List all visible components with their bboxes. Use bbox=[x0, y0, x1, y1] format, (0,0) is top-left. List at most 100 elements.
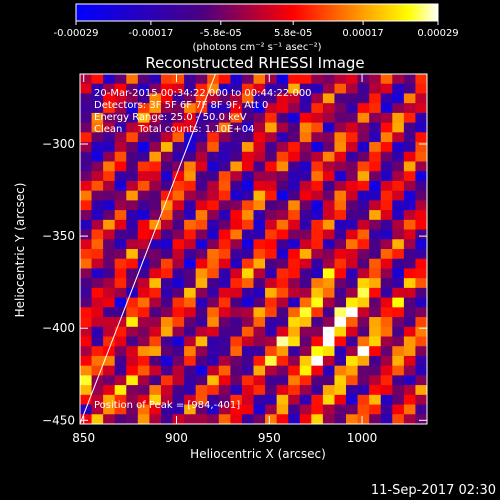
heatmap-cell bbox=[415, 122, 427, 133]
heatmap-cell bbox=[172, 103, 185, 114]
heatmap-cell bbox=[184, 249, 197, 260]
heatmap-cell bbox=[346, 258, 359, 270]
colorbar-tick-label: 0.00017 bbox=[342, 28, 383, 39]
heatmap-cell bbox=[230, 239, 243, 250]
heatmap-cell bbox=[299, 258, 312, 270]
heatmap-cell bbox=[403, 132, 417, 143]
heatmap-cell bbox=[403, 103, 417, 114]
heatmap-cell bbox=[207, 171, 220, 182]
heatmap-cell bbox=[91, 404, 104, 415]
heatmap-cell bbox=[369, 74, 382, 85]
heatmap-cell bbox=[311, 171, 324, 182]
heatmap-cell bbox=[288, 385, 301, 396]
heatmap-cell bbox=[218, 394, 231, 406]
heatmap-cell bbox=[230, 258, 243, 270]
heatmap-cell bbox=[149, 414, 162, 424]
heatmap-cell bbox=[311, 297, 324, 308]
heatmap-cell bbox=[288, 326, 301, 338]
heatmap-cell bbox=[160, 375, 174, 386]
heatmap-cell bbox=[114, 200, 127, 211]
heatmap-cell bbox=[103, 258, 116, 270]
heatmap-cell bbox=[299, 112, 312, 124]
heatmap-cell bbox=[392, 239, 405, 250]
heatmap-cell bbox=[103, 297, 116, 308]
heatmap-cell bbox=[415, 307, 427, 318]
heatmap-cell bbox=[276, 346, 289, 357]
heatmap-cell bbox=[230, 103, 243, 114]
heatmap-cell bbox=[218, 268, 231, 279]
heatmap-cell bbox=[265, 394, 278, 406]
heatmap-cell bbox=[403, 404, 417, 415]
heatmap-cell bbox=[137, 219, 150, 231]
heatmap-cell bbox=[160, 103, 174, 114]
heatmap-cell bbox=[403, 200, 417, 211]
heatmap-cell bbox=[241, 229, 255, 240]
heatmap-cell bbox=[415, 297, 427, 308]
heatmap-cell bbox=[322, 278, 336, 289]
heatmap-cell bbox=[369, 355, 382, 367]
heatmap-cell bbox=[288, 103, 301, 114]
heatmap-cell bbox=[311, 132, 324, 143]
heatmap-cell bbox=[369, 161, 382, 172]
heatmap-cell bbox=[299, 278, 312, 289]
heatmap-cell bbox=[357, 219, 370, 231]
heatmap-cell bbox=[265, 258, 278, 270]
heatmap-cell bbox=[114, 229, 127, 240]
heatmap-cell bbox=[103, 93, 116, 104]
heatmap-cell bbox=[265, 297, 278, 308]
heatmap-cell bbox=[346, 404, 359, 415]
heatmap-cell bbox=[91, 132, 104, 143]
heatmap-cell bbox=[311, 326, 324, 338]
heatmap-cell bbox=[334, 326, 347, 338]
heatmap-cell bbox=[160, 317, 174, 328]
heatmap-cell bbox=[241, 375, 255, 386]
heatmap-cell bbox=[380, 83, 393, 95]
heatmap-cell bbox=[334, 287, 347, 299]
heatmap-cell bbox=[392, 83, 405, 95]
heatmap-cell bbox=[265, 239, 278, 250]
heatmap-cell bbox=[195, 112, 208, 124]
heatmap-cell bbox=[265, 103, 278, 114]
heatmap-cell bbox=[114, 326, 127, 338]
heatmap-cell bbox=[369, 404, 382, 415]
heatmap-cell bbox=[103, 161, 116, 172]
heatmap-cell bbox=[415, 142, 427, 153]
heatmap-cell bbox=[346, 151, 359, 163]
heatmap-cell bbox=[114, 375, 127, 386]
heatmap-cell bbox=[126, 132, 139, 143]
heatmap-cell bbox=[172, 132, 185, 143]
heatmap-cell bbox=[80, 112, 93, 124]
heatmap-cell bbox=[80, 375, 93, 386]
heatmap-cell bbox=[241, 258, 255, 270]
heatmap-cell bbox=[184, 375, 197, 386]
heatmap-cell bbox=[415, 93, 427, 104]
heatmap-cell bbox=[126, 210, 139, 221]
heatmap-cell bbox=[276, 394, 289, 406]
heatmap-cell bbox=[126, 190, 139, 201]
heatmap-cell bbox=[392, 151, 405, 163]
heatmap-cell bbox=[346, 161, 359, 172]
heatmap-cell bbox=[265, 200, 278, 211]
heatmap-cell bbox=[357, 239, 370, 250]
heatmap-cell bbox=[195, 258, 208, 270]
heatmap-cell bbox=[137, 161, 150, 172]
heatmap-cell bbox=[149, 180, 162, 192]
heatmap-cell bbox=[207, 83, 220, 95]
heatmap-cell bbox=[346, 249, 359, 260]
heatmap-cell bbox=[230, 190, 243, 201]
heatmap-cell bbox=[149, 210, 162, 221]
heatmap-cell bbox=[311, 122, 324, 133]
heatmap-cell bbox=[392, 210, 405, 221]
heatmap-cell bbox=[114, 161, 127, 172]
heatmap-cell bbox=[276, 103, 289, 114]
heatmap-cell bbox=[91, 83, 104, 95]
heatmap-cell bbox=[380, 287, 393, 299]
heatmap-cell bbox=[346, 132, 359, 143]
heatmap-cell bbox=[322, 385, 336, 396]
heatmap-cell bbox=[265, 355, 278, 367]
heatmap-cell bbox=[403, 142, 417, 153]
heatmap-cell bbox=[380, 258, 393, 270]
heatmap-cell bbox=[380, 375, 393, 386]
heatmap-cell bbox=[218, 93, 231, 104]
heatmap-cell bbox=[276, 142, 289, 153]
